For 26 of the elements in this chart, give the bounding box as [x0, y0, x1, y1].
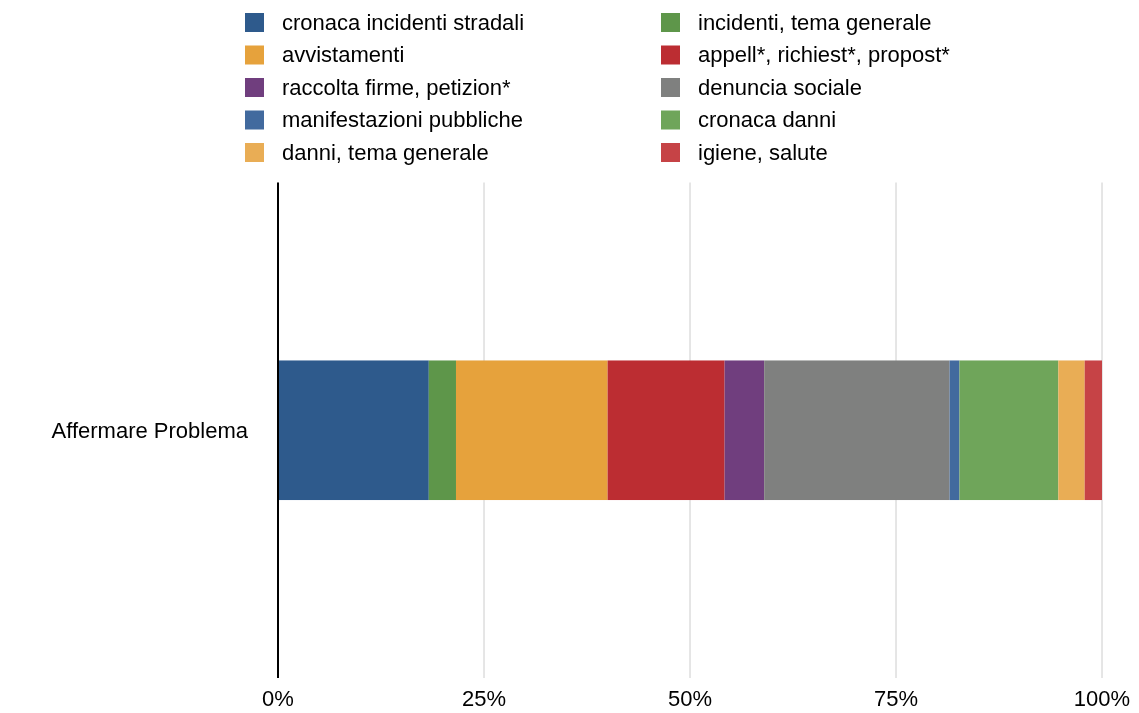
- legend-label: incidenti, tema generale: [698, 9, 932, 35]
- x-tick-label: 75%: [873, 685, 919, 711]
- bar: [607, 360, 725, 501]
- legend-label: raccolta firme, petizion*: [282, 74, 512, 100]
- bar: [724, 360, 765, 501]
- legend-label: appell*, richiest*, propost*: [698, 42, 951, 68]
- legend-label: cronaca incidenti stradali: [282, 9, 525, 35]
- legend-label: avvistamenti: [282, 42, 405, 68]
- legend-label: cronaca danni: [698, 107, 837, 133]
- bar: [428, 360, 456, 501]
- legend-label: denuncia sociale: [698, 74, 862, 100]
- bar: [278, 360, 429, 501]
- bar: [764, 360, 950, 501]
- legend-label: danni, tema generale: [282, 139, 489, 165]
- x-tick-label: 100%: [1073, 685, 1131, 711]
- x-tick-label: 25%: [461, 685, 507, 711]
- legend-label: manifestazioni pubbliche: [282, 107, 523, 133]
- bar: [1058, 360, 1085, 501]
- bar: [455, 360, 608, 501]
- bar: [1084, 360, 1102, 501]
- bar: [959, 360, 1059, 501]
- bar: [949, 360, 960, 501]
- y-tick-label: Affermare Problema: [51, 417, 249, 443]
- x-tick-label: 0%: [262, 685, 294, 711]
- x-tick-label: 50%: [667, 685, 713, 711]
- legend-label: igiene, salute: [698, 139, 828, 165]
